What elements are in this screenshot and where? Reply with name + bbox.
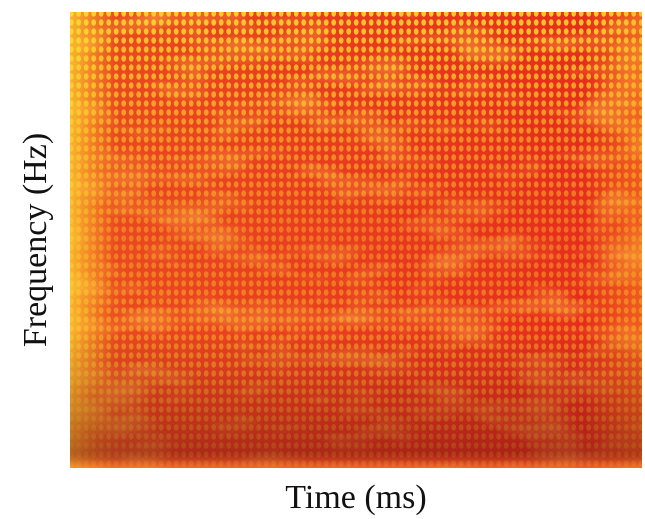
spectrogram <box>70 12 642 468</box>
y-axis-label: Frequency (Hz) <box>17 133 54 347</box>
x-axis-label: Time (ms) <box>285 479 426 516</box>
